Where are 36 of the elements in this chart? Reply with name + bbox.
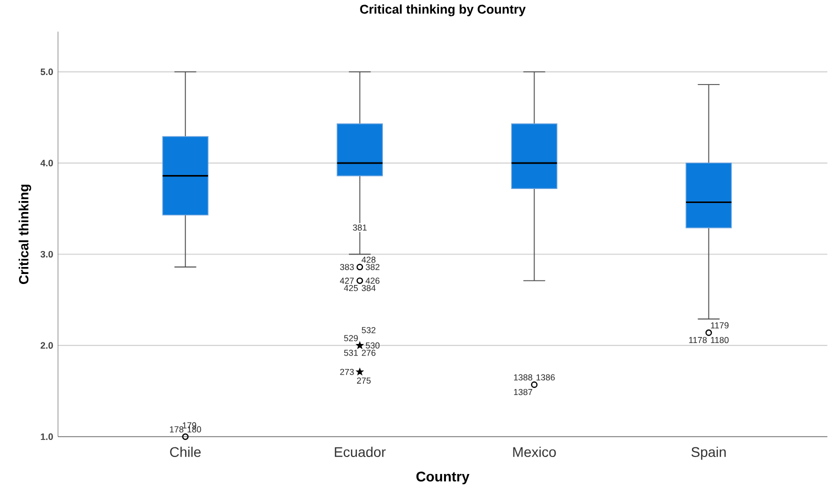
annotation: 179 [182, 422, 196, 429]
y-tick-label: 4.0 [40, 160, 53, 166]
y-tick-label: 5.0 [40, 68, 53, 76]
x-tick-label: Mexico [513, 446, 556, 458]
annotation: 1179 [710, 322, 729, 329]
annotation: 381 [352, 224, 367, 231]
annotation: 178 [170, 426, 184, 433]
annotation: 531 [344, 350, 358, 356]
annotation: 532 [362, 327, 376, 334]
annotation: 426 [366, 278, 380, 284]
x-tick-label: Spain [691, 446, 726, 460]
annotation: 1387 [514, 389, 532, 396]
annotation: 530 [366, 342, 380, 349]
annotation: 1180 [710, 337, 729, 344]
annotation: 428 [362, 256, 376, 263]
annotation: 384 [362, 285, 376, 292]
y-tick-label: 2.0 [40, 342, 53, 349]
annotation: 1388 [514, 374, 532, 381]
y-axis-title: Critical thinking [18, 184, 32, 284]
y-tick-label: 1.0 [40, 434, 53, 440]
annotation: 275 [357, 378, 371, 384]
annotation: 427 [340, 278, 354, 284]
x-tick-label: Chile [170, 446, 201, 458]
annotation: 382 [366, 264, 380, 270]
annotation: 273 [340, 369, 354, 376]
annotation: 529 [344, 335, 358, 342]
chart-title: Critical thinking by Country [360, 4, 526, 16]
y-tick-label: 3.0 [40, 251, 53, 258]
annotation: 180 [188, 426, 202, 433]
annotation: 276 [362, 350, 376, 356]
annotation: 383 [340, 264, 354, 270]
x-tick-label: Ecuador [334, 446, 386, 458]
annotation: 1386 [536, 374, 555, 381]
x-axis-title: Country [416, 472, 470, 484]
annotation: 1178 [689, 337, 707, 344]
annotation: 425 [344, 285, 358, 292]
